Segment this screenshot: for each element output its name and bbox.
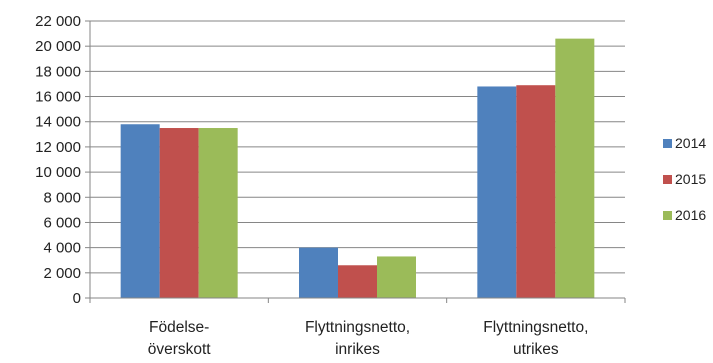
legend-swatch-2016 [663, 211, 672, 220]
y-tick-labels: 0 2 000 4 000 6 000 8 000 10 000 12 000 14 000 1… [35, 13, 81, 307]
legend-label-2014: 2014 [675, 135, 706, 151]
category-label: inrikes [335, 341, 380, 358]
y-tick-label: 18 000 [35, 63, 81, 80]
y-tick-label: 14 000 [35, 114, 81, 131]
legend-label-2015: 2015 [675, 171, 706, 187]
category-label: utrikes [513, 341, 559, 358]
category-label: Flyttningsnetto, [483, 319, 588, 336]
legend-swatch-2015 [663, 175, 672, 184]
category-labels: Födelse-överskott Flyttningsnetto, inrikes… [148, 319, 589, 358]
legend-label-2016: 2016 [675, 207, 706, 223]
bar-2015-0 [159, 128, 199, 298]
y-tick-label: 6 000 [43, 214, 81, 231]
y-tick-label: 10 000 [35, 164, 81, 181]
y-tick-label: 16 000 [35, 89, 81, 106]
legend: 2014 2015 2016 [663, 135, 706, 223]
y-tick-label: 4 000 [43, 240, 81, 257]
category-label: Flyttningsnetto, [305, 319, 410, 336]
y-tick-label: 0 [73, 290, 81, 307]
y-tick-label: 20 000 [35, 38, 81, 55]
bar-2014-1 [299, 247, 338, 298]
bars [120, 38, 595, 299]
category-label: Födelse- [149, 319, 209, 336]
bar-2016-2 [555, 38, 595, 299]
bar-2014-2 [477, 86, 517, 299]
y-tick-label: 8 000 [43, 189, 81, 206]
y-tick-label: 2 000 [43, 265, 81, 282]
y-tick-label: 12 000 [35, 139, 81, 156]
y-tick-label: 22 000 [35, 13, 81, 30]
bar-2015-1 [338, 265, 377, 298]
bar-2016-1 [377, 256, 416, 298]
legend-swatch-2014 [663, 139, 672, 148]
bar-2015-2 [516, 85, 556, 298]
category-label: överskott [148, 341, 212, 358]
bar-2014-0 [120, 124, 160, 298]
axes [85, 20, 626, 303]
bar-2016-0 [198, 128, 238, 298]
